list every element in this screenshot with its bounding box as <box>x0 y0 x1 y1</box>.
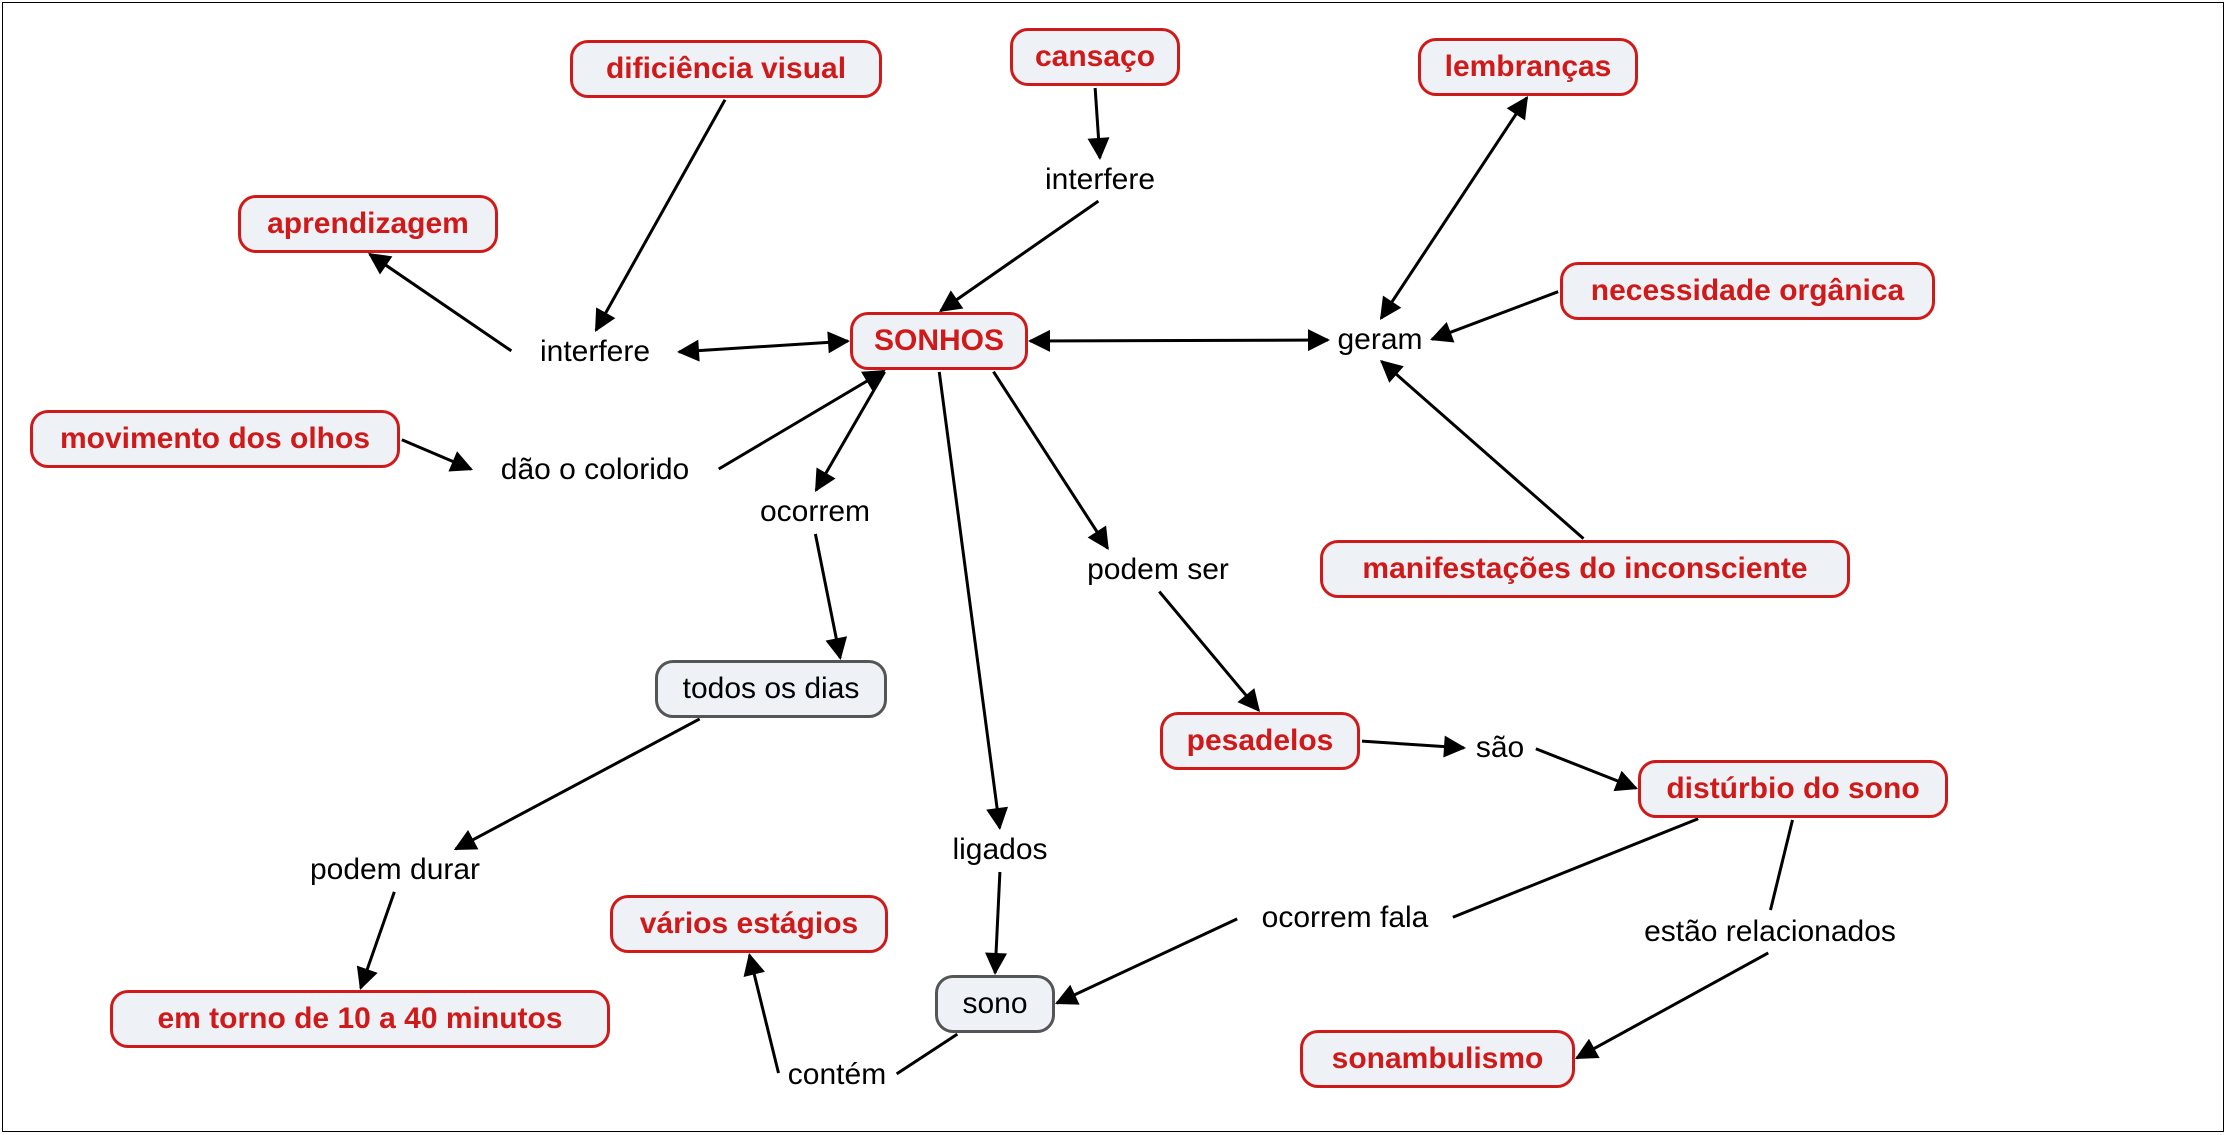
node-label: SONHOS <box>874 324 1004 358</box>
node-manifest: manifestações do inconsciente <box>1320 540 1850 598</box>
node-label: sono <box>962 987 1027 1021</box>
node-lembrancas: lembranças <box>1418 38 1638 96</box>
node-pesadelos: pesadelos <box>1160 712 1360 770</box>
node-sonambulismo: sonambulismo <box>1300 1030 1575 1088</box>
node-label: lembranças <box>1445 50 1612 84</box>
node-label: manifestações do inconsciente <box>1362 552 1807 586</box>
link-ocorremfala: ocorrem fala <box>1262 901 1429 935</box>
node-movimento: movimento dos olhos <box>30 410 400 468</box>
link-podemdurar: podem durar <box>310 853 480 887</box>
node-label: vários estágios <box>640 907 858 941</box>
node-dificiencia: dificiência visual <box>570 40 882 98</box>
node-label: pesadelos <box>1187 724 1334 758</box>
node-label: necessidade orgânica <box>1591 274 1904 308</box>
node-cansaco: cansaço <box>1010 28 1180 86</box>
link-sao: são <box>1476 731 1524 765</box>
node-label: distúrbio do sono <box>1666 772 1919 806</box>
link-interfere1: interfere <box>1045 163 1155 197</box>
link-interfere2: interfere <box>540 335 650 369</box>
node-label: aprendizagem <box>267 207 469 241</box>
node-disturbio: distúrbio do sono <box>1638 760 1948 818</box>
node-varios: vários estágios <box>610 895 888 953</box>
link-contem: contém <box>788 1058 886 1092</box>
node-label: todos os dias <box>683 672 860 706</box>
link-estaorel: estão relacionados <box>1644 915 1896 949</box>
link-podemser: podem ser <box>1087 553 1229 587</box>
node-label: dificiência visual <box>606 52 846 86</box>
node-label: sonambulismo <box>1332 1042 1544 1076</box>
link-dao: dão o colorido <box>501 453 689 487</box>
node-aprendizagem: aprendizagem <box>238 195 498 253</box>
node-sono: sono <box>935 975 1055 1033</box>
node-label: cansaço <box>1035 40 1155 74</box>
link-geram: geram <box>1337 323 1422 357</box>
node-sonhos: SONHOS <box>850 312 1028 370</box>
link-ligados: ligados <box>952 833 1047 867</box>
node-todos: todos os dias <box>655 660 887 718</box>
node-duracao: em torno de 10 a 40 minutos <box>110 990 610 1048</box>
link-ocorrem: ocorrem <box>760 495 870 529</box>
node-necessidade: necessidade orgânica <box>1560 262 1935 320</box>
node-label: movimento dos olhos <box>60 422 370 456</box>
node-label: em torno de 10 a 40 minutos <box>157 1002 562 1036</box>
